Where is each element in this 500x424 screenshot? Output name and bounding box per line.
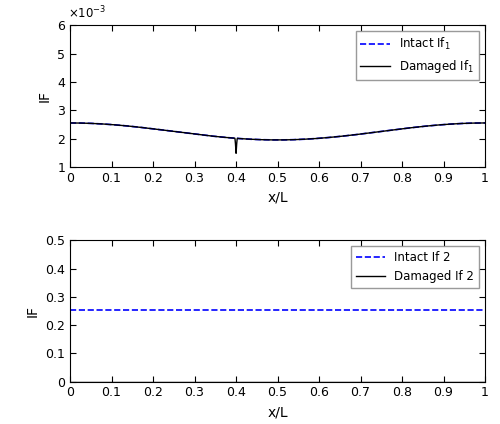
Intact If$_1$	[274, 137, 280, 142]
Intact If$_1$	[258, 137, 264, 142]
Y-axis label: IF: IF	[26, 305, 40, 317]
Legend: Intact If 2, Damaged If 2: Intact If 2, Damaged If 2	[351, 246, 479, 287]
Damaged If$_1$	[258, 137, 264, 142]
Damaged If$_1$	[67, 120, 73, 126]
Intact If$_1$	[482, 120, 488, 126]
Damaged If 2	[472, 379, 478, 384]
Line: Damaged If$_1$: Damaged If$_1$	[70, 123, 485, 153]
Intact If 2	[67, 307, 73, 312]
Intact If$_1$	[269, 137, 275, 142]
Damaged If 2	[264, 379, 270, 384]
Damaged If$_1$	[394, 127, 400, 132]
Intact If 2	[472, 307, 478, 312]
Intact If 2	[482, 307, 488, 312]
Damaged If 2	[67, 379, 73, 384]
Damaged If$_1$	[470, 120, 476, 126]
Intact If$_1$	[67, 120, 73, 126]
Intact If$_1$	[88, 121, 94, 126]
Damaged If 2	[292, 379, 298, 384]
Damaged If$_1$	[269, 137, 275, 142]
X-axis label: x/L: x/L	[267, 405, 288, 419]
Text: $\times10^{-3}$: $\times10^{-3}$	[68, 5, 106, 21]
Damaged If$_1$	[470, 120, 476, 126]
Damaged If$_1$	[233, 151, 239, 156]
Line: Intact If$_1$: Intact If$_1$	[70, 123, 485, 140]
Damaged If 2	[266, 379, 272, 384]
Intact If$_1$	[470, 120, 476, 126]
Damaged If 2	[314, 379, 320, 384]
Intact If 2	[314, 307, 320, 312]
Intact If 2	[264, 307, 270, 312]
Y-axis label: IF: IF	[38, 90, 52, 102]
Intact If 2	[292, 307, 298, 312]
Intact If$_1$	[394, 127, 400, 132]
Damaged If 2	[407, 379, 413, 384]
X-axis label: x/L: x/L	[267, 190, 288, 204]
Legend: Intact If$_1$, Damaged If$_1$: Intact If$_1$, Damaged If$_1$	[356, 31, 479, 80]
Damaged If 2	[482, 379, 488, 384]
Intact If$_1$	[470, 120, 476, 126]
Damaged If$_1$	[88, 121, 94, 126]
Intact If 2	[407, 307, 413, 312]
Intact If 2	[266, 307, 272, 312]
Damaged If$_1$	[482, 120, 488, 126]
